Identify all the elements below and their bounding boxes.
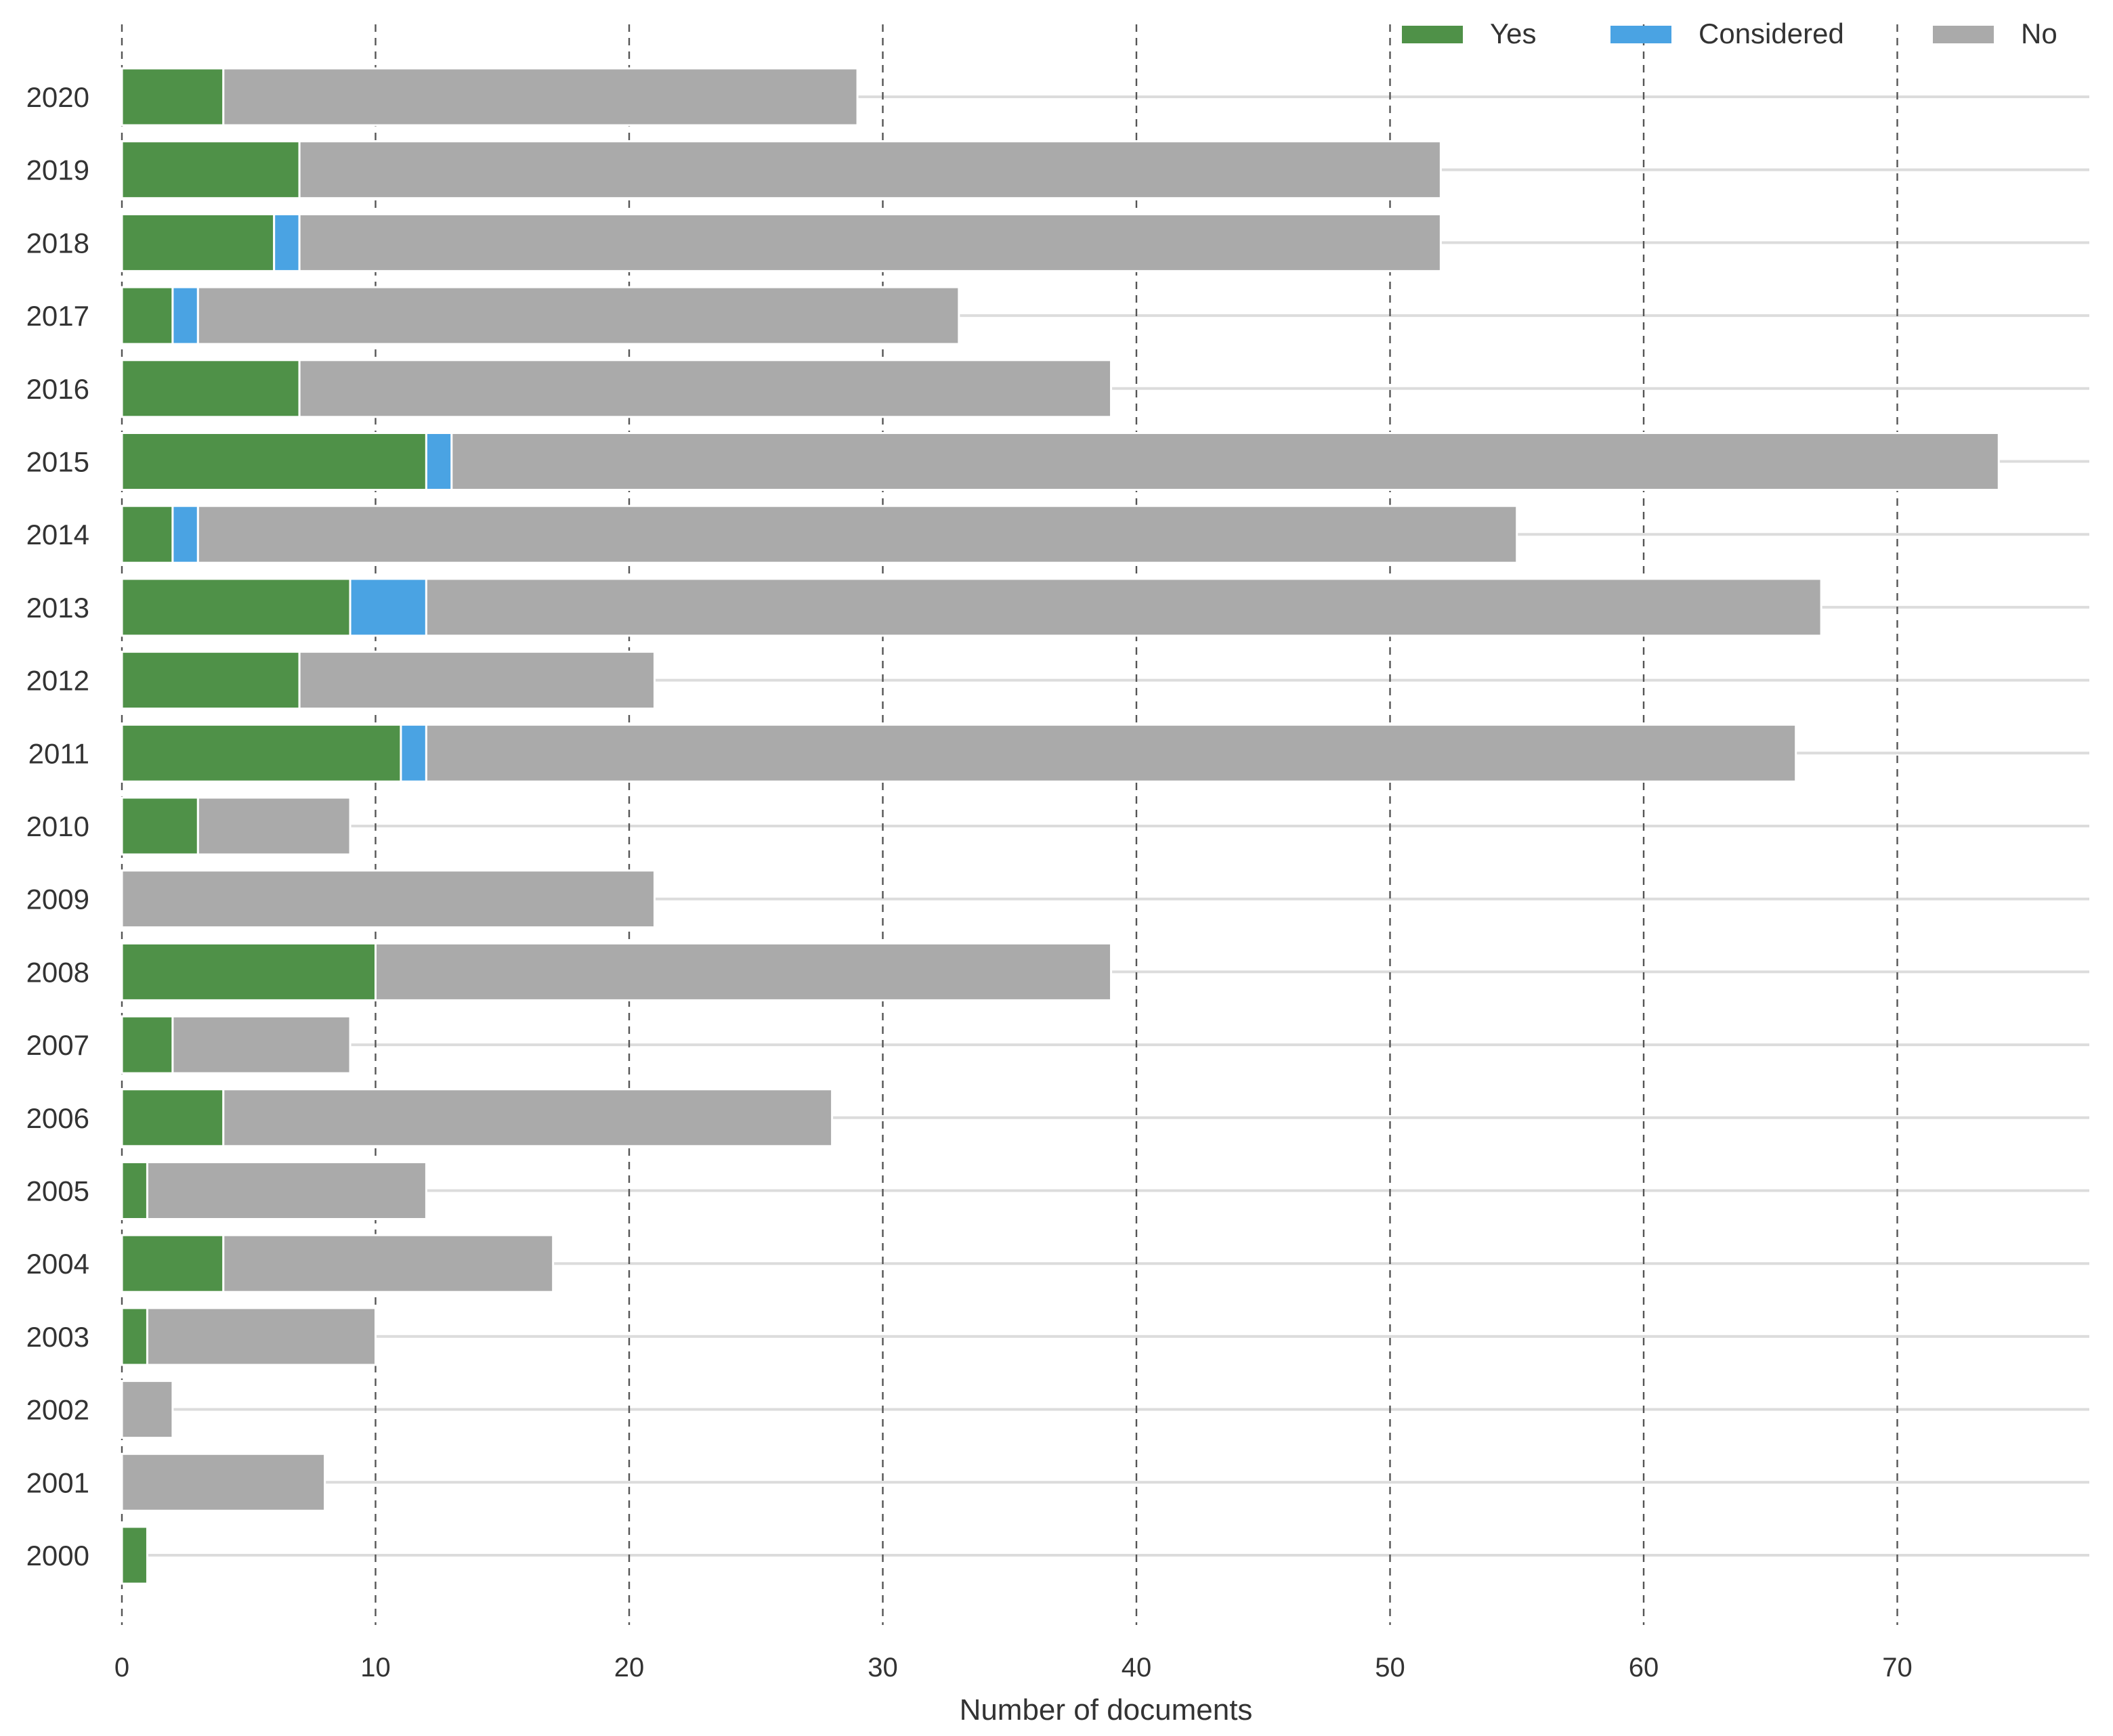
bar-2009-no xyxy=(121,869,656,929)
y-tick-label-2019: 2019 xyxy=(26,154,89,186)
y-tick-label-2008: 2008 xyxy=(26,956,89,988)
bar-2018-yes xyxy=(121,213,276,272)
bar-2017-considered xyxy=(171,286,199,345)
y-tick-label-2003: 2003 xyxy=(26,1321,89,1353)
y-tick-label-2017: 2017 xyxy=(26,300,89,332)
bar-2011-considered xyxy=(400,723,427,783)
y-tick-label-2012: 2012 xyxy=(26,665,89,697)
x-tick-label-30: 30 xyxy=(868,1653,898,1683)
legend-swatch-no xyxy=(1933,26,1994,43)
bar-2016-yes xyxy=(121,359,301,418)
legend-swatch-yes xyxy=(1402,26,1463,43)
bar-2005-yes xyxy=(121,1161,148,1220)
y-tick-label-2000: 2000 xyxy=(26,1540,89,1571)
bar-2010-yes xyxy=(121,796,199,856)
bar-2019-yes xyxy=(121,140,301,200)
bar-2004-yes xyxy=(121,1234,225,1293)
x-tick-label-60: 60 xyxy=(1629,1653,1659,1683)
y-tick-label-2018: 2018 xyxy=(26,227,89,259)
bar-2018-considered xyxy=(273,213,301,272)
bar-2003-yes xyxy=(121,1307,148,1366)
bar-2019-no xyxy=(298,140,1442,200)
bar-2013-considered xyxy=(349,578,427,637)
y-tick-label-2007: 2007 xyxy=(26,1029,89,1061)
bars-layer xyxy=(121,67,2000,1585)
y-tick-label-2006: 2006 xyxy=(26,1102,89,1134)
bar-2013-yes xyxy=(121,578,351,637)
bar-2011-yes xyxy=(121,723,402,783)
legend-swatch-considered xyxy=(1610,26,1671,43)
bar-2012-yes xyxy=(121,651,301,710)
y-tick-label-2015: 2015 xyxy=(26,446,89,478)
legend: Yes Considered No xyxy=(1402,18,2057,49)
bar-2011-no xyxy=(425,723,1797,783)
bar-2018-no xyxy=(298,213,1442,272)
x-tick-label-20: 20 xyxy=(614,1653,645,1683)
bar-2017-no xyxy=(196,286,960,345)
x-axis-title: Number of documents xyxy=(960,1693,1253,1727)
bar-2014-yes xyxy=(121,504,174,564)
bar-2007-yes xyxy=(121,1015,174,1075)
y-tick-label-2016: 2016 xyxy=(26,373,89,405)
bar-2006-no xyxy=(222,1088,834,1148)
y-tick-label-2014: 2014 xyxy=(26,519,89,550)
y-tick-label-2011: 2011 xyxy=(28,737,89,769)
y-tick-label-2009: 2009 xyxy=(26,884,89,915)
y-tick-label-2002: 2002 xyxy=(26,1394,89,1426)
bar-2020-yes xyxy=(121,67,225,127)
bar-2017-yes xyxy=(121,286,174,345)
bar-2016-no xyxy=(298,359,1113,418)
bar-2015-no xyxy=(450,432,2000,491)
legend-label-yes: Yes xyxy=(1490,18,1537,49)
bar-2020-no xyxy=(222,67,859,127)
x-tick-label-70: 70 xyxy=(1882,1653,1913,1683)
bar-2003-no xyxy=(146,1307,377,1366)
bar-2013-no xyxy=(425,578,1822,637)
y-tick-label-2001: 2001 xyxy=(26,1467,89,1498)
x-tick-label-10: 10 xyxy=(360,1653,391,1683)
bar-2007-no xyxy=(171,1015,351,1075)
y-tick-label-2013: 2013 xyxy=(26,592,89,624)
bar-2014-no xyxy=(196,504,1518,564)
y-tick-label-2020: 2020 xyxy=(26,81,89,113)
x-tick-label-40: 40 xyxy=(1122,1653,1152,1683)
x-tick-label-50: 50 xyxy=(1375,1653,1405,1683)
bar-2014-considered xyxy=(171,504,199,564)
y-tick-label-2004: 2004 xyxy=(26,1248,89,1280)
legend-label-considered: Considered xyxy=(1699,18,1844,49)
bar-2004-no xyxy=(222,1234,555,1293)
bar-2008-no xyxy=(375,942,1113,1001)
legend-label-no: No xyxy=(2021,18,2057,49)
bar-2005-no xyxy=(146,1161,427,1220)
bar-2006-yes xyxy=(121,1088,225,1148)
bar-2000-yes xyxy=(121,1525,148,1585)
y-axis-labels: 2020 2019 2018 2017 2016 2015 2014 2013 2012 2011… xyxy=(26,81,89,1571)
bar-2001-no xyxy=(121,1452,326,1512)
y-tick-label-2005: 2005 xyxy=(26,1175,89,1207)
bar-2012-no xyxy=(298,651,656,710)
x-axis-tick-labels: 0 10 20 30 40 50 60 70 xyxy=(114,1653,1913,1683)
bar-2015-yes xyxy=(121,432,427,491)
y-tick-label-2010: 2010 xyxy=(26,810,89,842)
bar-2015-considered xyxy=(425,432,453,491)
bar-2002-no xyxy=(121,1380,174,1439)
bar-2008-yes xyxy=(121,942,377,1001)
bar-2010-no xyxy=(196,796,351,856)
x-tick-label-0: 0 xyxy=(114,1653,129,1683)
